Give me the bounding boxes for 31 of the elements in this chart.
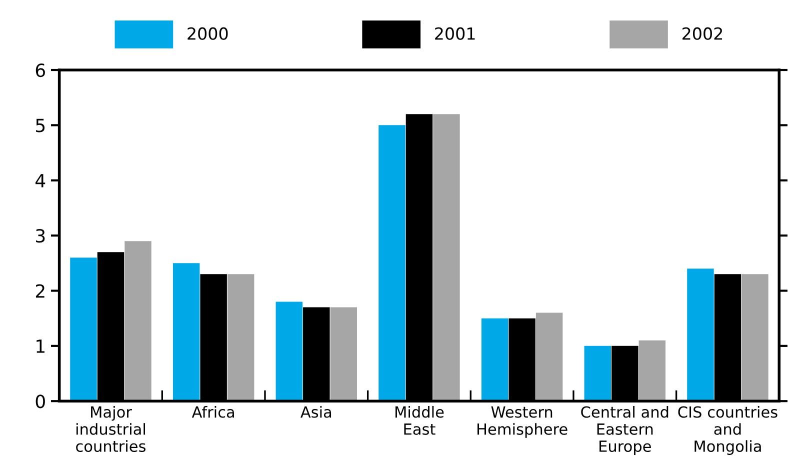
- legend-label: 2000: [188, 27, 228, 40]
- x-tick-label: Western Hemisphere: [478, 406, 568, 438]
- y-tick-label: 6: [36, 63, 45, 78]
- bar: [124, 241, 152, 402]
- bar: [172, 263, 200, 402]
- x-tick-label: Middle East: [395, 406, 444, 435]
- bar: [70, 258, 97, 402]
- bar: [330, 307, 358, 402]
- bar: [276, 302, 303, 402]
- x-tick-label: CIS countries and Mongolia: [678, 406, 778, 455]
- y-tick-label: 1: [36, 340, 44, 353]
- x-tick-label: Major industrial countries: [76, 406, 146, 452]
- bar: [638, 340, 666, 402]
- bar: [227, 274, 254, 402]
- bar: [481, 318, 508, 402]
- legend-label: 2002: [682, 27, 722, 40]
- x-tick-label: Asia: [300, 406, 332, 418]
- x-tick-label: Africa: [192, 406, 234, 418]
- y-tick-label: 4: [36, 174, 46, 188]
- bar: [433, 114, 460, 402]
- y-tick-label: 3: [36, 229, 45, 243]
- bar: [584, 346, 612, 402]
- x-tick-label: Central and Eastern Europe: [581, 406, 668, 455]
- y-tick-label: 5: [36, 118, 45, 132]
- bar: [378, 125, 406, 402]
- bar: [742, 274, 768, 402]
- bar: [536, 312, 563, 402]
- bar: [687, 268, 714, 402]
- y-tick-label: 2: [36, 284, 44, 298]
- legend-label: 2001: [435, 27, 475, 40]
- y-tick-label: 0: [36, 394, 45, 408]
